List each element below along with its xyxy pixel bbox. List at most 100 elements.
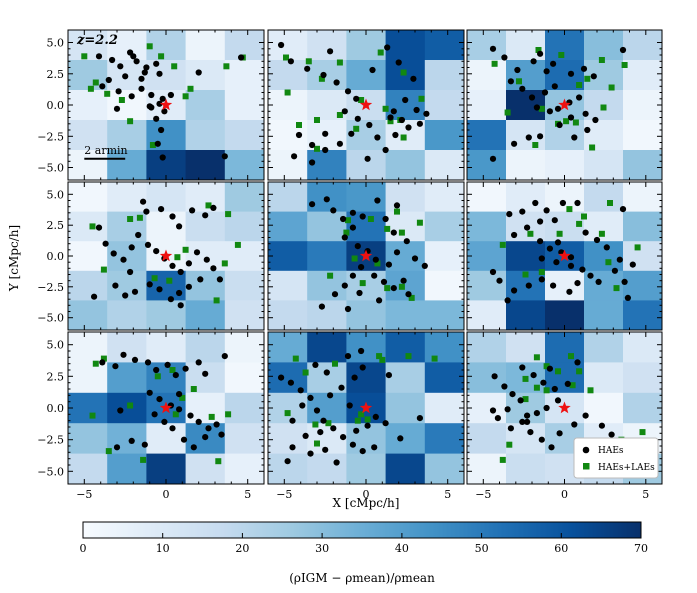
hae-marker	[528, 94, 536, 101]
lae-marker	[535, 47, 542, 53]
hae-marker	[167, 91, 174, 99]
y-tick-label: −5.0	[37, 312, 64, 325]
hae-marker	[221, 353, 228, 360]
panel-content	[467, 332, 662, 484]
hae-marker	[537, 50, 544, 57]
hae-marker	[504, 406, 511, 413]
colorbar-tick-label: 20	[235, 542, 249, 555]
density-cell	[307, 453, 347, 484]
hae-marker	[382, 420, 389, 427]
hae-marker	[203, 256, 210, 263]
hae-marker	[112, 363, 119, 370]
density-cell	[107, 182, 147, 212]
lae-marker	[172, 411, 179, 418]
density-cell	[467, 362, 507, 394]
lae-marker	[166, 277, 173, 284]
lae-marker	[398, 229, 405, 236]
density-cell	[467, 60, 507, 91]
density-cell	[584, 30, 624, 61]
center-star	[159, 401, 173, 414]
hae-marker	[221, 153, 228, 160]
hae-marker	[189, 207, 196, 214]
lae-marker	[566, 206, 573, 213]
density-cell	[385, 362, 426, 394]
hae-marker	[384, 44, 391, 51]
hae-marker	[353, 95, 360, 102]
y-tick-label: 2.5	[47, 370, 65, 383]
lae-marker	[190, 386, 197, 392]
hae-marker	[180, 436, 188, 443]
hae-marker	[187, 412, 194, 419]
hae-marker	[532, 199, 539, 207]
lae-marker	[394, 208, 400, 215]
panel-5	[267, 181, 465, 331]
lae-marker	[613, 285, 620, 292]
hae-marker	[153, 60, 160, 67]
density-cell	[307, 270, 347, 301]
colorbar-tick-label: 50	[475, 542, 489, 555]
hae-marker	[287, 379, 294, 386]
hae-marker	[140, 198, 147, 205]
hae-marker	[218, 431, 225, 438]
hae-marker	[405, 291, 412, 298]
lae-marker	[305, 58, 312, 65]
lae-marker	[225, 211, 232, 218]
hae-marker	[312, 361, 319, 368]
density-cell	[584, 182, 624, 212]
hae-marker	[287, 58, 294, 65]
density-cell	[623, 120, 662, 151]
density-cell	[424, 150, 464, 180]
lae-marker	[600, 104, 607, 111]
lae-marker	[221, 260, 228, 267]
panel-7: 5.0 2.5 0.0 −2.5 −5.0 −5 0 5	[37, 331, 265, 501]
density-cell	[107, 120, 147, 151]
lae-marker	[182, 93, 189, 100]
density-cell	[224, 300, 264, 330]
hae-marker	[127, 268, 134, 276]
hae-marker	[554, 105, 562, 112]
y-tick-label: 0.0	[47, 250, 65, 263]
hae-marker	[323, 369, 330, 376]
hae-marker	[541, 89, 549, 96]
hae-marker	[580, 65, 588, 72]
hae-marker	[197, 276, 204, 283]
hae-marker	[177, 268, 184, 276]
density-cell	[185, 332, 226, 363]
lae-marker	[284, 89, 291, 96]
hae-marker	[144, 241, 152, 248]
hae-marker	[489, 155, 497, 162]
colorbar: 0 10 20 30 40 50 60 70	[80, 521, 648, 555]
density-cell	[185, 90, 226, 121]
density-cell	[424, 332, 464, 363]
hae-marker	[519, 418, 526, 425]
lae-marker	[105, 448, 112, 455]
density-cell	[307, 241, 347, 272]
hae-marker	[141, 69, 148, 76]
lae-marker	[584, 75, 591, 82]
hae-marker	[374, 134, 381, 141]
hae-marker	[390, 285, 397, 292]
panel-content	[467, 30, 662, 180]
density-cell	[307, 392, 347, 424]
hae-marker	[153, 248, 160, 255]
lae-marker	[336, 59, 343, 66]
lae-marker	[89, 223, 96, 230]
hae-marker	[546, 245, 554, 252]
hae-marker	[159, 95, 166, 102]
hae-marker	[115, 88, 122, 95]
hae-marker	[421, 262, 428, 269]
hae-marker	[621, 278, 628, 285]
lae-marker	[215, 458, 222, 465]
y-tick-label: 2.5	[47, 68, 65, 81]
density-cell	[146, 30, 186, 61]
center-star	[359, 98, 373, 111]
center-star	[558, 249, 571, 262]
hae-marker	[340, 434, 347, 441]
hae-marker	[109, 56, 116, 64]
density-cell	[224, 211, 264, 242]
hae-marker	[579, 266, 586, 273]
density-cell	[467, 332, 507, 363]
density-cell	[224, 182, 264, 212]
hae-marker	[592, 116, 599, 124]
hae-marker	[309, 159, 316, 166]
